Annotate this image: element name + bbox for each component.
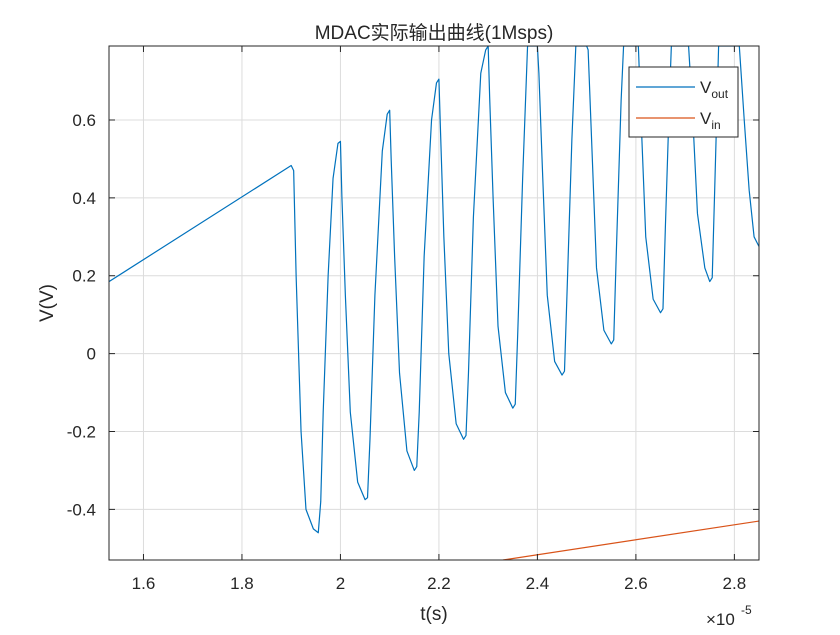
- x-exponent-base: ×10: [706, 610, 735, 629]
- series-line-v-in: [502, 520, 759, 560]
- x-tick-label: 2.6: [624, 574, 648, 593]
- x-axis-ticks: 1.6 1.8 2 2.2 2.4 2.6 2.8: [132, 46, 747, 593]
- chart-title: MDAC实际输出曲线(1Msps): [315, 22, 554, 44]
- y-tick-label: 0.6: [72, 111, 96, 130]
- series-line-v-out: [109, 46, 759, 534]
- x-tick-label: 2.2: [427, 574, 451, 593]
- y-axis-ticks: -0.4 -0.2 0 0.2 0.4 0.6: [67, 111, 759, 519]
- y-tick-label: -0.4: [67, 500, 96, 519]
- legend-vout-sub: out: [711, 87, 728, 101]
- x-tick-label: 2: [336, 574, 345, 593]
- legend-vin-label: Vin: [700, 109, 721, 132]
- legend-vin-main: V: [700, 109, 712, 128]
- legend-vout-label: Vout: [700, 78, 729, 101]
- x-tick-label: 1.6: [132, 574, 156, 593]
- legend-vout-main: V: [700, 78, 712, 97]
- x-gridlines: [142, 46, 735, 560]
- x-tick-label: 2.8: [723, 574, 747, 593]
- x-tick-label: 2.4: [526, 574, 550, 593]
- y-tick-label: 0: [87, 345, 96, 364]
- x-exponent-power: -5: [741, 603, 752, 617]
- x-tick-label: 1.8: [230, 574, 254, 593]
- legend-box: [628, 66, 739, 138]
- y-tick-label: 0.4: [72, 189, 96, 208]
- y-tick-label: 0.2: [72, 267, 96, 286]
- x-exponent: ×10 -5: [706, 603, 752, 629]
- axes-box: [108, 45, 760, 561]
- legend: Vout Vin: [628, 66, 739, 138]
- series-layer: [109, 46, 759, 560]
- legend-vin-sub: in: [711, 118, 720, 132]
- y-axis-label: V(V): [37, 284, 58, 322]
- y-tick-label: -0.2: [67, 423, 96, 442]
- x-axis-label: t(s): [420, 604, 447, 625]
